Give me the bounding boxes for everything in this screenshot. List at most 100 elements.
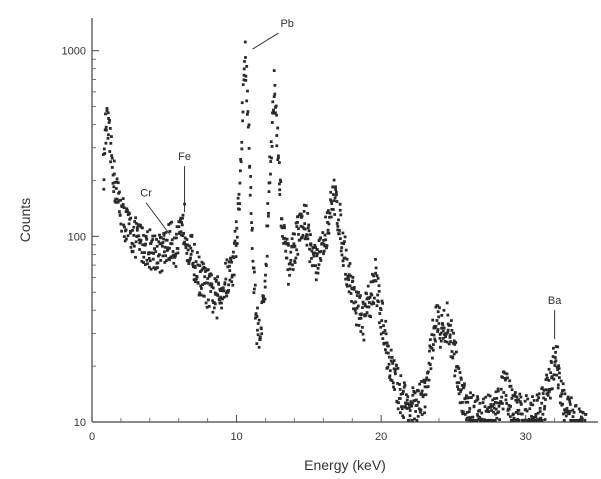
data-point <box>465 394 468 398</box>
data-point <box>401 414 405 418</box>
data-point <box>168 221 172 225</box>
data-point <box>159 236 163 239</box>
data-point <box>438 337 442 340</box>
data-point <box>188 244 191 248</box>
data-point <box>356 304 360 308</box>
data-point <box>383 341 386 345</box>
data-point <box>509 405 512 408</box>
data-point <box>292 242 296 246</box>
data-point <box>163 245 167 249</box>
data-point <box>283 236 287 240</box>
data-point <box>325 244 329 247</box>
data-point <box>415 419 419 422</box>
data-point <box>140 251 144 254</box>
data-point <box>288 267 292 271</box>
data-point <box>531 395 534 398</box>
data-point <box>115 177 119 181</box>
data-point <box>476 413 479 416</box>
data-point <box>436 310 440 314</box>
data-point <box>193 266 197 269</box>
data-point <box>279 224 283 228</box>
data-point <box>437 315 441 319</box>
data-point <box>388 376 391 379</box>
data-point <box>430 333 434 336</box>
data-point <box>315 254 319 258</box>
data-point <box>115 197 119 201</box>
data-point <box>309 233 312 236</box>
data-point <box>152 252 155 255</box>
data-point <box>507 404 511 407</box>
data-point <box>196 263 200 267</box>
data-point <box>504 378 507 382</box>
data-point <box>400 405 404 409</box>
data-point <box>227 289 230 292</box>
data-point <box>108 150 112 153</box>
data-point <box>270 156 273 160</box>
data-point <box>288 273 291 277</box>
data-point <box>244 79 248 82</box>
data-point <box>493 397 496 401</box>
data-point <box>322 252 325 256</box>
data-point <box>446 330 450 334</box>
data-point <box>281 226 285 229</box>
data-point <box>491 404 494 408</box>
data-point <box>223 282 227 286</box>
data-point <box>194 260 198 263</box>
data-point <box>114 201 118 204</box>
data-point <box>487 410 490 413</box>
data-point <box>463 413 467 416</box>
data-point <box>277 154 280 158</box>
data-point <box>544 388 548 392</box>
annotation-leader <box>252 32 279 50</box>
data-point <box>417 400 420 404</box>
data-point <box>144 236 148 239</box>
data-point <box>165 259 168 262</box>
data-point <box>364 313 368 317</box>
data-point <box>542 389 546 392</box>
data-point <box>228 269 232 272</box>
data-point <box>324 238 328 242</box>
data-point <box>253 287 256 291</box>
data-point <box>297 233 300 236</box>
data-point <box>230 280 234 284</box>
data-point <box>363 304 367 308</box>
data-point <box>165 238 169 242</box>
data-point <box>298 238 302 242</box>
data-point <box>167 223 171 226</box>
data-point <box>449 355 453 359</box>
data-point <box>225 258 229 262</box>
data-point <box>361 332 365 336</box>
data-point <box>256 333 260 337</box>
data-point <box>136 226 139 229</box>
data-point <box>452 331 455 335</box>
data-point <box>432 343 435 346</box>
data-point <box>494 401 497 404</box>
data-point <box>241 110 245 114</box>
data-point <box>341 231 345 235</box>
data-point <box>545 376 549 380</box>
data-point <box>139 223 142 227</box>
data-point <box>159 242 163 245</box>
data-point <box>112 159 116 163</box>
data-point <box>285 256 289 260</box>
data-point <box>330 202 334 205</box>
data-point <box>374 271 377 275</box>
data-point <box>556 383 560 387</box>
data-point <box>374 258 377 261</box>
data-point <box>389 348 393 352</box>
data-point <box>482 397 485 401</box>
data-point <box>307 229 311 233</box>
data-point <box>541 386 544 390</box>
data-point <box>362 338 366 342</box>
data-point <box>234 220 238 224</box>
data-point <box>245 99 249 103</box>
data-point <box>352 288 356 291</box>
data-point <box>151 234 155 238</box>
data-point <box>175 232 178 236</box>
data-point <box>104 112 107 116</box>
data-point <box>475 419 479 422</box>
data-point <box>436 328 440 331</box>
y-axis-label: Counts <box>17 198 33 242</box>
data-point <box>568 400 572 404</box>
data-point <box>506 376 509 380</box>
